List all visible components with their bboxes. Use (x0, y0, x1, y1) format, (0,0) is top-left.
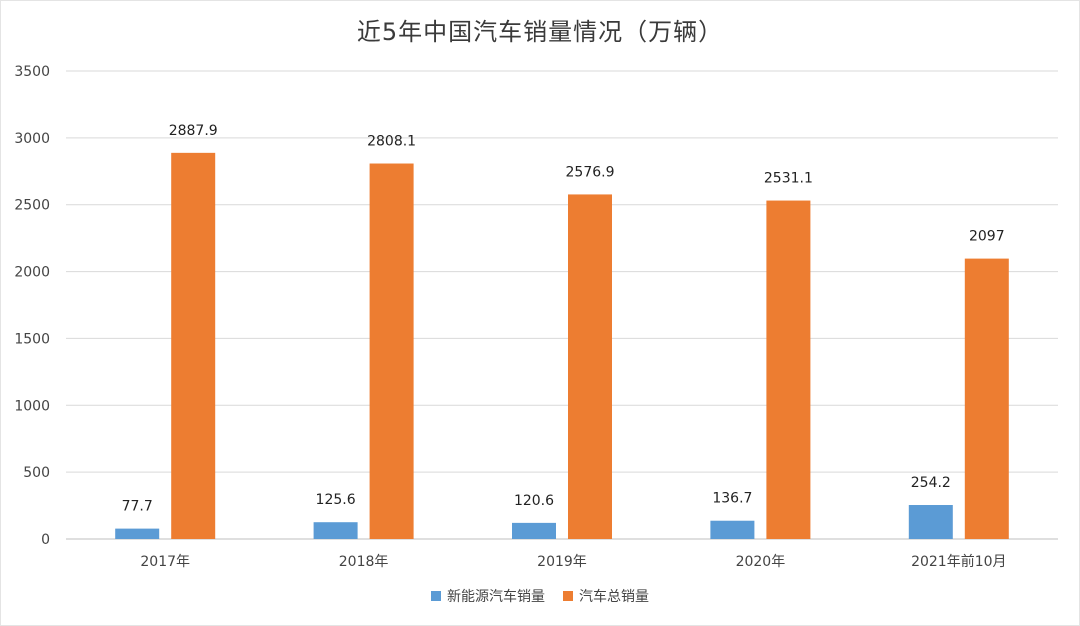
x-tick-label: 2019年 (537, 554, 587, 570)
y-tick-label: 1000 (14, 398, 50, 414)
y-tick-label: 0 (41, 532, 50, 548)
legend-swatch-total (563, 591, 573, 601)
data-label-new-energy: 136.7 (712, 491, 752, 507)
data-label-new-energy: 125.6 (316, 492, 356, 508)
data-label-new-energy: 120.6 (514, 493, 554, 509)
legend-item-new-energy: 新能源汽车销量 (431, 586, 545, 606)
y-tick-label: 2500 (14, 198, 50, 214)
y-tick-label: 3500 (14, 64, 50, 80)
bar-total (766, 200, 811, 539)
legend-label-total: 汽车总销量 (579, 589, 649, 605)
x-tick-label: 2021年前10月 (911, 553, 1006, 570)
legend-label-new-energy: 新能源汽车销量 (447, 589, 545, 605)
x-tick-label: 2020年 (736, 554, 786, 570)
data-label-new-energy: 77.7 (122, 499, 153, 515)
bar-new-energy (908, 505, 953, 539)
data-label-total: 2808.1 (367, 134, 416, 150)
chart-title: 近5年中国汽车销量情况（万辆） (356, 18, 724, 46)
data-label-new-energy: 254.2 (911, 475, 951, 491)
x-tick-label: 2017年 (140, 554, 190, 570)
bar-total (964, 258, 1009, 539)
x-tick-label: 2018年 (339, 554, 389, 570)
legend-item-total: 汽车总销量 (563, 586, 649, 606)
bar-new-energy (710, 520, 755, 539)
data-label-total: 2097 (969, 229, 1005, 245)
data-label-total: 2576.9 (566, 164, 615, 180)
bar-new-energy (512, 522, 556, 539)
bar-total (369, 163, 414, 539)
bar-total (568, 194, 612, 540)
y-tick-label: 3000 (14, 131, 50, 147)
legend-swatch-new-energy (431, 591, 441, 601)
y-tick-label: 500 (23, 465, 50, 481)
data-label-total: 2531.1 (764, 171, 813, 187)
chart-legend: 新能源汽车销量 汽车总销量 (0, 586, 1080, 606)
data-label-total: 2887.9 (169, 123, 218, 139)
bar-total (171, 152, 216, 540)
y-tick-label: 2000 (14, 265, 50, 281)
bar-new-energy (313, 522, 358, 539)
bar-new-energy (115, 528, 160, 539)
y-tick-label: 1500 (14, 331, 50, 347)
